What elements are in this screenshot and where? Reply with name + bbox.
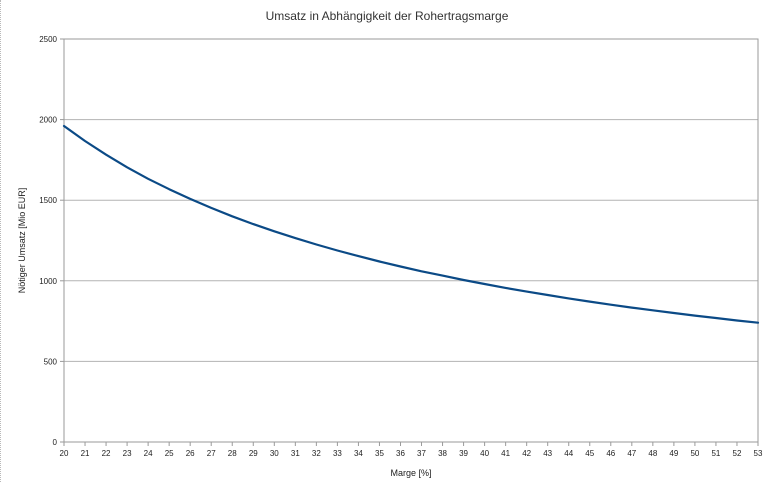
grid-layer [64,119,758,362]
x-tick-label: 31 [291,449,300,458]
y-tick-label: 2000 [39,116,57,125]
x-tick-label: 46 [606,449,615,458]
x-tick-label: 38 [438,449,447,458]
x-tick-label: 39 [459,449,468,458]
x-tick-label: 20 [60,449,69,458]
x-tick-label: 25 [165,449,174,458]
series-layer [62,124,760,324]
x-axis-label: Marge [%] [390,468,431,478]
y-tick-label: 500 [44,357,58,366]
x-tick-label: 53 [754,449,763,458]
chart-title: Umsatz in Abhängigkeit der Rohertragsmar… [266,9,509,23]
x-tick-label: 37 [417,449,426,458]
x-tick-label: 48 [648,449,657,458]
x-tick-label: 27 [207,449,216,458]
x-tick-label: 52 [733,449,742,458]
series-line [62,124,760,324]
x-tick-label: 22 [102,449,111,458]
x-tick-label: 26 [186,449,195,458]
x-tick-label: 40 [480,449,489,458]
x-tick-label: 33 [333,449,342,458]
ticks-layer: 0 500 1000 1500 2000 2500 20 21 22 23 24 25 26 27 28 29… [39,35,763,458]
x-tick-label: 29 [249,449,258,458]
x-tick-label: 50 [690,449,699,458]
x-tick-label: 41 [501,449,510,458]
x-tick-label: 34 [354,449,363,458]
x-tick-label: 47 [627,449,636,458]
y-tick-label: 2500 [39,35,57,44]
y-tick-label: 1500 [39,196,57,205]
x-tick-label: 24 [144,449,153,458]
x-tick-label: 21 [81,449,90,458]
x-tick-label: 30 [270,449,279,458]
y-axis-label: Nötiger Umsatz [Mio EUR] [17,188,27,294]
y-tick-label: 0 [53,438,58,447]
x-tick-label: 49 [669,449,678,458]
x-tick-label: 32 [312,449,321,458]
x-tick-label: 51 [711,449,720,458]
y-tick-label: 1000 [39,277,57,286]
x-tick-label: 35 [375,449,384,458]
x-tick-label: 44 [564,449,573,458]
x-tick-label: 45 [585,449,594,458]
x-tick-label: 43 [543,449,552,458]
x-tick-label: 36 [396,449,405,458]
x-tick-label: 42 [522,449,531,458]
x-tick-label: 28 [228,449,237,458]
x-tick-label: 23 [123,449,132,458]
axes-layer [63,38,759,443]
plot-frame [63,38,759,443]
